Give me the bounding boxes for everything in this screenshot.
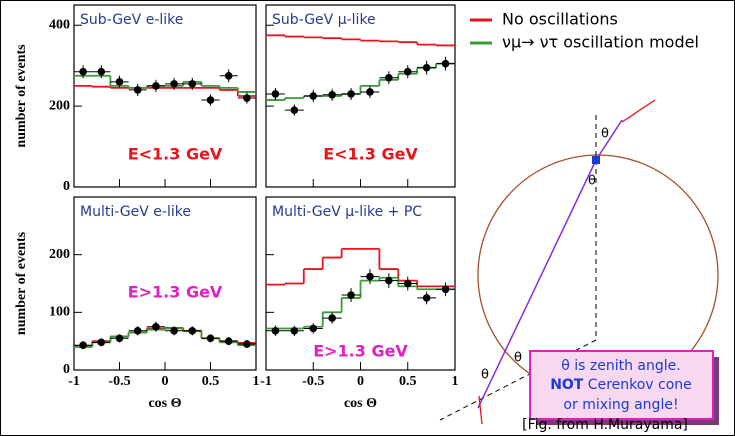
- data-point: [403, 279, 412, 288]
- data-point: [206, 334, 215, 343]
- data-point: [243, 94, 251, 102]
- data-point: [271, 326, 280, 335]
- data-point: [133, 86, 142, 94]
- data-point: [271, 90, 280, 98]
- theta: θ: [601, 127, 609, 142]
- credit: [Fig. from H.Murayama]: [522, 417, 688, 433]
- track: [595, 119, 623, 161]
- data-point: [224, 71, 233, 80]
- data-point: [79, 341, 87, 350]
- data-point: [133, 326, 142, 335]
- x-tick-label: -1: [260, 374, 272, 389]
- data-point: [188, 326, 197, 335]
- data-point: [403, 67, 412, 76]
- note-text: NOT Cerenkov cone: [550, 377, 692, 393]
- note-text: Cerenkov cone: [583, 377, 691, 393]
- data-point: [309, 92, 318, 100]
- diagram: θ θ θ θ θ is zenith angle. NOT Cerenkov …: [439, 99, 719, 433]
- data-point: [441, 59, 450, 68]
- data-point: [366, 272, 374, 281]
- arrow: [621, 99, 656, 123]
- annotation: E<1.3 GeV: [128, 145, 223, 164]
- x-tick-label: -0.5: [108, 374, 130, 389]
- y-axis-label: number of events: [14, 231, 29, 335]
- data-point: [243, 340, 251, 348]
- x-axis-label: cos Θ: [148, 396, 181, 411]
- data-point: [170, 326, 178, 335]
- data-point: [309, 324, 318, 333]
- theta: θ: [588, 174, 596, 189]
- y-tick-label: 0: [63, 179, 70, 194]
- theta: θ: [514, 351, 522, 366]
- data-point: [188, 80, 197, 88]
- data-point: [385, 74, 393, 82]
- data-point: [152, 322, 160, 331]
- annotation: E>1.3 GeV: [128, 283, 223, 302]
- y-axis-label: number of events: [14, 44, 29, 148]
- data-point: [115, 334, 124, 343]
- x-tick-label: 0.5: [399, 374, 417, 389]
- x-tick-label: 0.5: [202, 374, 220, 389]
- x-tick-label: 1: [253, 374, 260, 389]
- data-point: [224, 337, 233, 345]
- track: [477, 159, 597, 409]
- data-point: [422, 294, 431, 302]
- y-tick-label: 0: [63, 362, 70, 377]
- panel-title: Multi-GeV e-like: [80, 204, 191, 220]
- data-point: [170, 80, 178, 88]
- theta: θ: [481, 368, 489, 383]
- annotation: E>1.3 GeV: [313, 342, 408, 361]
- panel-title: Sub-GeV μ-like: [272, 12, 376, 28]
- x-tick-label: 0: [162, 374, 169, 389]
- data-point: [347, 90, 355, 98]
- legend-label: No oscillations: [502, 10, 618, 29]
- data-point: [422, 63, 431, 72]
- data-point: [366, 88, 374, 96]
- data-point: [290, 106, 299, 114]
- x-tick-label: -1: [68, 374, 80, 389]
- data-point: [97, 67, 106, 76]
- note-text: θ is zenith angle.: [561, 358, 680, 374]
- panel-title: Sub-GeV e-like: [80, 12, 183, 28]
- data-point: [152, 82, 160, 90]
- note-strong: NOT: [550, 377, 584, 393]
- y-tick-label: 100: [49, 305, 70, 320]
- x-axis-label: cos Θ: [344, 396, 377, 411]
- annotation: E<1.3 GeV: [323, 145, 418, 164]
- vertex: [592, 156, 600, 164]
- data-point: [328, 90, 336, 99]
- arrow: [478, 395, 483, 425]
- y-tick-label: 200: [49, 98, 70, 113]
- note-text: or mixing angle!: [563, 397, 678, 413]
- x-tick-label: 0: [357, 374, 364, 389]
- data-point: [347, 291, 355, 299]
- legend-label: νμ→ ντ oscillation model: [502, 33, 699, 52]
- data-point: [385, 276, 393, 285]
- data-point: [206, 96, 215, 104]
- y-tick-label: 400: [49, 17, 70, 32]
- data-point: [115, 78, 124, 86]
- data-point: [441, 285, 450, 294]
- note-box: [529, 350, 714, 420]
- data-point: [97, 338, 106, 347]
- panel-title: Multi-GeV μ-like + PC: [272, 204, 422, 220]
- x-tick-label: 1: [452, 374, 459, 389]
- data-point: [290, 326, 299, 335]
- x-tick-label: -0.5: [302, 374, 324, 389]
- data-point: [79, 67, 87, 76]
- y-tick-label: 200: [49, 247, 70, 262]
- data-point: [328, 314, 336, 322]
